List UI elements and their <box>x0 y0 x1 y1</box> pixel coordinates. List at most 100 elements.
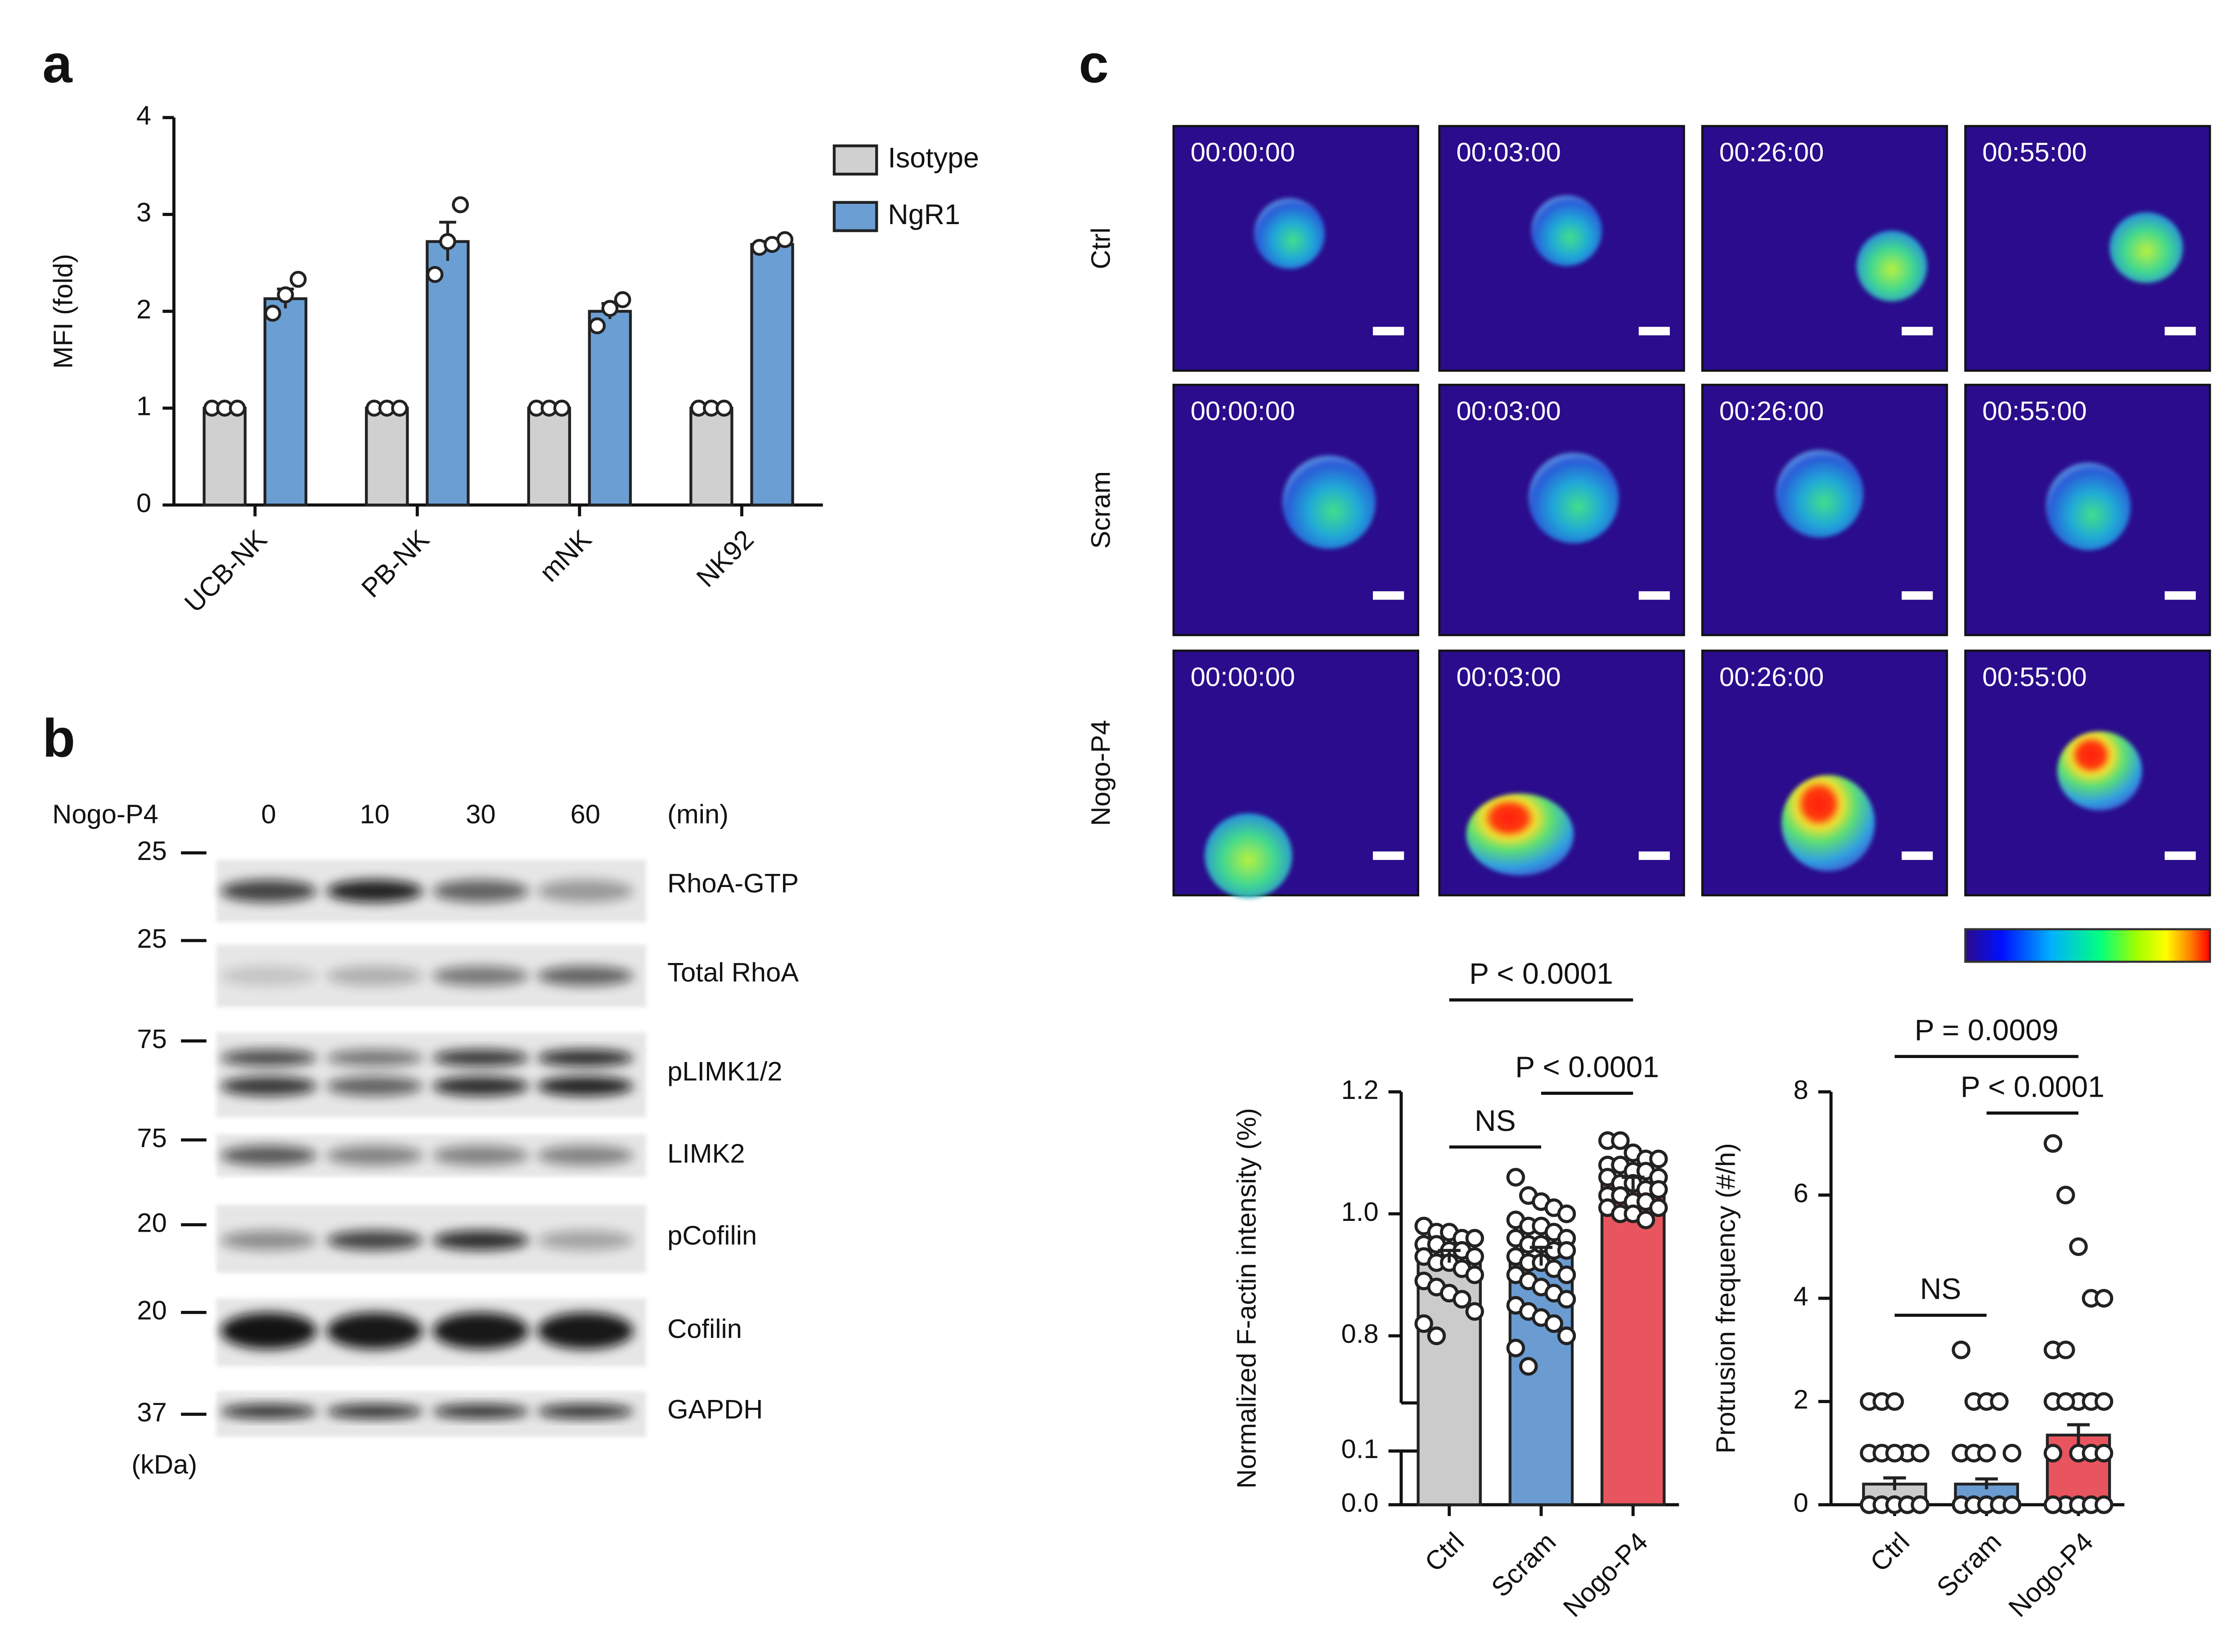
y-tick-label: 0.0 <box>1341 1488 1379 1518</box>
data-point <box>1911 1444 1929 1463</box>
blot-band <box>432 1145 529 1166</box>
blot-band <box>326 1049 423 1067</box>
blot-band <box>220 1145 317 1166</box>
significance-label: P = 0.0009 <box>1915 1013 2059 1047</box>
y-axis-label: MFI (fold) <box>48 254 78 369</box>
data-point <box>1557 1241 1576 1260</box>
significance-label: P < 0.0001 <box>1961 1070 2105 1103</box>
blot-protein: Total RhoA <box>667 957 799 987</box>
blot-band <box>326 1076 423 1096</box>
data-point <box>391 400 408 417</box>
timestamp: 00:26:00 <box>1719 662 1824 692</box>
x-tick-label: Nogo-P4 <box>2003 1526 2099 1623</box>
blot-timepoint: 10 <box>360 799 389 829</box>
data-point <box>289 270 307 288</box>
blot-band <box>326 1230 423 1251</box>
data-point <box>2056 1392 2075 1411</box>
blot-marker: 20 <box>137 1207 166 1238</box>
panel-label: c <box>1079 34 1109 94</box>
data-point <box>1977 1444 1996 1463</box>
data-point <box>452 196 469 213</box>
timestamp: 00:03:00 <box>1456 662 1560 692</box>
data-point <box>1465 1247 1484 1266</box>
timestamp: 00:55:00 <box>1982 662 2087 692</box>
x-tick-label: NK92 <box>691 524 760 593</box>
blot-band <box>432 1049 529 1067</box>
timestamp: 00:00:00 <box>1191 396 1295 426</box>
cell <box>1466 793 1574 876</box>
scale-bar <box>1902 851 1933 860</box>
data-point <box>229 400 246 417</box>
data-point <box>553 400 571 417</box>
y-tick-label: 4 <box>136 100 151 131</box>
timestamp: 00:55:00 <box>1982 396 2087 426</box>
error-bar <box>1622 1175 1645 1190</box>
data-point <box>264 305 281 322</box>
timestamp: 00:26:00 <box>1719 137 1824 167</box>
error-bar <box>1883 1476 1906 1490</box>
data-point <box>2002 1495 2022 1514</box>
data-point <box>776 231 794 248</box>
blot-marker: 20 <box>137 1295 166 1325</box>
timestamp: 00:03:00 <box>1456 396 1560 426</box>
data-point <box>1427 1326 1446 1346</box>
scale-bar <box>2164 591 2196 600</box>
blot-band <box>537 1404 634 1419</box>
data-point <box>1611 1131 1630 1150</box>
x-tick-label: mNK <box>534 524 597 587</box>
timestamp: 00:26:00 <box>1719 396 1824 426</box>
blot-band <box>326 879 423 903</box>
bar <box>1600 1182 1666 1506</box>
cell <box>1531 195 1602 266</box>
blot-band <box>326 1145 423 1166</box>
blot-protein: pLIMK1/2 <box>667 1056 782 1086</box>
x-tick-label: Ctrl <box>1419 1526 1470 1577</box>
panel-label: a <box>42 34 73 94</box>
x-tick-label: Nogo-P4 <box>1557 1526 1654 1623</box>
cell <box>1776 450 1864 538</box>
bar <box>527 406 571 507</box>
timestamp: 00:00:00 <box>1191 662 1295 692</box>
cell <box>1254 198 1325 269</box>
legend-label: Isotype <box>888 142 979 174</box>
data-point <box>1557 1326 1576 1346</box>
x-tick-label: PB-NK <box>355 524 435 603</box>
row-label: Nogo-P4 <box>1086 720 1116 826</box>
y-tick-label: 8 <box>1794 1075 1808 1105</box>
timestamp: 00:00:00 <box>1191 137 1295 167</box>
data-point <box>2043 1444 2063 1463</box>
data-point <box>1952 1340 1970 1359</box>
data-point <box>589 317 606 334</box>
y-tick-label: 0.8 <box>1341 1319 1379 1349</box>
x-tick-label: UCB-NK <box>179 524 273 618</box>
blot-band <box>432 1404 529 1419</box>
data-point <box>1506 1168 1525 1187</box>
y-tick-label: 0.1 <box>1341 1434 1379 1464</box>
data-point <box>601 300 619 317</box>
blot-band <box>220 966 317 986</box>
y-tick-label: 0 <box>136 488 151 518</box>
scale-bar <box>1373 851 1404 860</box>
scale-bar <box>1638 851 1670 860</box>
row-label: Scram <box>1086 471 1116 549</box>
scale-bar <box>1638 327 1670 336</box>
row-label: Ctrl <box>1086 227 1116 269</box>
data-point <box>614 291 631 308</box>
data-point <box>1649 1149 1668 1169</box>
blot-band <box>326 1404 423 1419</box>
blot-timepoint: 30 <box>466 799 495 829</box>
blot-time-unit: (min) <box>667 799 729 829</box>
blot-strip <box>216 1032 646 1117</box>
y-tick-label: 4 <box>1794 1281 1808 1311</box>
cell <box>1282 455 1376 549</box>
blot-marker: 25 <box>137 923 166 954</box>
scale-bar <box>1638 591 1670 600</box>
blot-marker: 37 <box>137 1397 166 1427</box>
blot-band <box>432 879 529 903</box>
data-point <box>715 400 733 417</box>
scale-bar <box>1902 327 1933 336</box>
y-tick-label: 1 <box>136 391 151 421</box>
blot-band <box>432 1230 529 1251</box>
data-point <box>426 266 444 283</box>
y-tick-label: 0 <box>1794 1488 1808 1518</box>
